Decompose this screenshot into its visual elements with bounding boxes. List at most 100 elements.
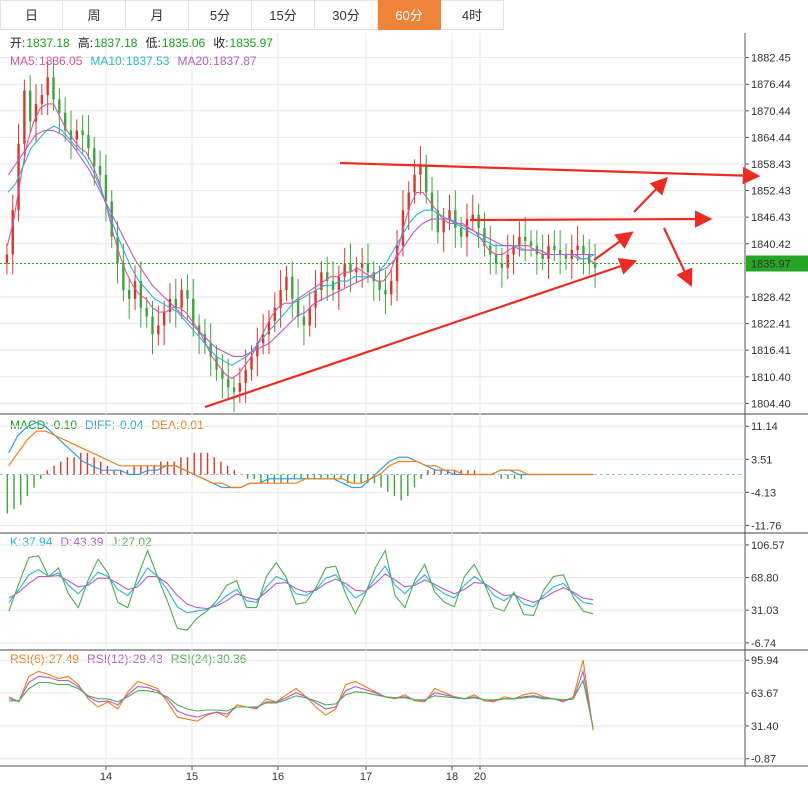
kdj-legend-value-0: 37.94 [22, 535, 52, 549]
price-tick-label-2: 1870.44 [751, 106, 791, 118]
kdj-line-1 [8, 573, 594, 610]
candle-body-22 [133, 281, 137, 299]
rsi-legend-value-0: 27.49 [49, 652, 79, 666]
candle-body-86 [506, 254, 509, 268]
candle-body-7 [46, 77, 49, 96]
candle-body-69 [407, 192, 410, 211]
kdj-line-2 [8, 549, 594, 631]
candle-body-28 [168, 298, 172, 313]
x-tick-label-2: 16 [272, 771, 284, 783]
candle-body-16 [98, 165, 102, 175]
candle-body-21 [128, 289, 131, 299]
candle-body-80 [471, 214, 474, 220]
candle-body-64 [378, 281, 381, 290]
ohlc-label-3: 收: [213, 36, 228, 50]
candle-body-31 [186, 289, 189, 299]
candle-body-55 [326, 272, 329, 282]
ma-label-2: MA20: [177, 54, 212, 68]
candle-body-30 [180, 289, 183, 308]
ma-line-2 [8, 129, 594, 357]
macd-legend-label-0: MACD: [10, 418, 49, 432]
interval-tab-bar: 日周月 5分 15分 30分 60分 4时 [0, 0, 504, 30]
ohlc-label-2: 低: [145, 36, 160, 50]
ma-line-0 [6, 103, 596, 380]
candle-body-42 [250, 356, 253, 370]
candle-body-61 [360, 263, 364, 268]
candle-body-37 [221, 369, 224, 379]
candle-body-9 [58, 99, 61, 113]
candle-body-43 [256, 343, 259, 357]
tab-0[interactable]: 日 [0, 0, 63, 30]
candle-body-77 [454, 210, 457, 228]
candle-body-8 [52, 77, 55, 100]
candle-body-25 [151, 316, 154, 335]
macd-legend-value-1: -0.04 [116, 418, 144, 432]
macd-legend-value-2: 0.01 [180, 418, 204, 432]
candle-body-76 [448, 210, 451, 220]
ohlc-label-0: 开: [10, 36, 25, 50]
ohlc-value-2: 1835.06 [162, 36, 206, 50]
candle-body-19 [116, 236, 119, 264]
candle-body-89 [524, 236, 527, 242]
rsi-tick-label-2: 31.40 [751, 721, 779, 733]
candle-body-40 [238, 382, 242, 392]
price-tick-label-8: 1828.42 [751, 292, 791, 304]
support-trendline-arrow [204, 257, 638, 409]
price-tick-label-10: 1816.41 [751, 345, 791, 357]
candle-body-65 [384, 289, 387, 295]
candle-body-98 [576, 245, 579, 251]
kdj-tick-label-3: -6.74 [751, 638, 776, 650]
tab-3[interactable]: 5分 [189, 0, 252, 30]
candle-body-41 [244, 369, 247, 383]
candle-body-99 [582, 245, 585, 255]
candle-body-50 [296, 298, 300, 317]
ma-value-2: 1837.87 [213, 54, 257, 68]
candle-body-96 [564, 254, 568, 259]
ma-label-1: MA10: [90, 54, 125, 68]
kdj-legend-value-2: 27.02 [122, 535, 152, 549]
tab-4[interactable]: 15分 [252, 0, 315, 30]
candle-body-32 [192, 298, 195, 326]
candle-body-15 [93, 148, 96, 166]
tab-5[interactable]: 30分 [315, 0, 378, 30]
breakout-arrow-small [593, 231, 634, 261]
price-tick-label-3: 1864.44 [751, 132, 791, 144]
macd-legend-label-1: DIFF: [85, 418, 115, 432]
last-price-badge [746, 255, 808, 272]
price-tick-label-4: 1858.43 [751, 159, 791, 171]
candle-body-85 [500, 263, 504, 268]
tab-7[interactable]: 4时 [441, 0, 504, 30]
kdj-legend-label-2: J: [111, 535, 120, 549]
candle-body-53 [314, 289, 317, 308]
candle-body-29 [174, 298, 177, 308]
candle-body-74 [436, 210, 440, 233]
candle-body-5 [34, 103, 38, 122]
candle-body-26 [157, 325, 160, 335]
tab-6[interactable]: 60分 [378, 0, 441, 30]
candle-body-57 [337, 276, 341, 290]
candle-body-44 [261, 334, 265, 344]
candle-body-54 [320, 272, 323, 290]
macd-legend-value-0: -0.10 [50, 418, 78, 432]
candle-body-59 [349, 263, 352, 273]
candle-body-66 [390, 281, 393, 295]
candle-body-24 [145, 307, 148, 317]
candle-body-94 [553, 245, 556, 251]
macd-line-1 [8, 430, 594, 489]
x-tick-label-4: 18 [446, 771, 458, 783]
candle-body-4 [29, 90, 32, 122]
candle-body-71 [419, 165, 422, 175]
candle-body-87 [512, 245, 515, 255]
candle-body-84 [494, 254, 498, 264]
tab-2[interactable]: 月 [126, 0, 189, 30]
candle-body-101 [593, 263, 597, 268]
price-tick-label-9: 1822.41 [751, 319, 791, 331]
x-tick-label-1: 15 [186, 771, 198, 783]
candle-body-1 [11, 210, 14, 255]
candle-body-6 [40, 95, 44, 104]
ma-value-1: 1837.53 [126, 54, 170, 68]
candle-body-48 [285, 276, 288, 290]
candle-body-27 [162, 312, 166, 326]
kdj-line-0 [8, 565, 594, 614]
tab-1[interactable]: 周 [63, 0, 126, 30]
